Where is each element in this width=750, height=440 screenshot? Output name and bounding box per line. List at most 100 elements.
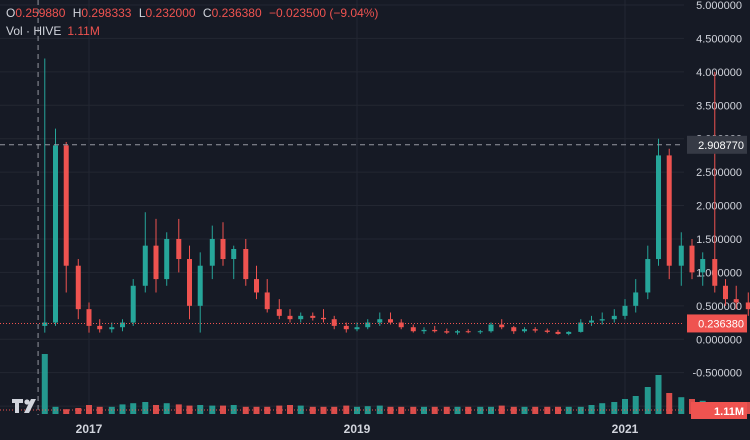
- legend-open-key: O: [6, 6, 16, 20]
- candle-body: [109, 327, 115, 330]
- candle-body: [310, 315, 316, 318]
- candle-body: [388, 319, 393, 323]
- volume-bar: [197, 405, 204, 414]
- last-price-label: 0.236380: [698, 318, 744, 330]
- volume-bar: [52, 406, 59, 414]
- volume-bar: [119, 404, 126, 414]
- candle-body: [700, 259, 706, 273]
- volume-bar: [130, 403, 137, 414]
- candle-body: [522, 329, 527, 332]
- volume-bar: [678, 397, 685, 414]
- candle-body: [254, 279, 259, 293]
- volume-bar: [488, 406, 494, 414]
- candle-body: [209, 238, 215, 266]
- volume-value: 1.11M: [67, 24, 100, 38]
- candle-body: [455, 331, 460, 333]
- legend-close-value: 0.236380: [211, 6, 262, 20]
- volume-bar: [544, 406, 551, 414]
- legend-close-key: C: [202, 6, 212, 20]
- candle-body: [488, 324, 494, 332]
- volume-bar: [398, 406, 405, 414]
- volume-bar: [86, 405, 92, 414]
- volume-bar: [410, 406, 417, 414]
- legend-change: −0.023500 (−9.04%): [269, 6, 379, 20]
- candle-body: [331, 319, 337, 326]
- last-price-badge: [687, 314, 747, 333]
- candle-body: [477, 331, 483, 333]
- volume-bar: [611, 402, 618, 414]
- volume-bar: [632, 396, 639, 414]
- candle-body: [589, 320, 594, 323]
- candle-body: [153, 245, 159, 280]
- candle-body: [465, 331, 471, 333]
- candle-body: [444, 331, 450, 333]
- candle-body: [633, 292, 639, 306]
- candle-body: [197, 265, 203, 306]
- candle-body: [75, 265, 81, 310]
- candle-body: [689, 245, 695, 273]
- legend-high-value: 0.298333: [81, 6, 132, 20]
- candle-body: [656, 155, 661, 260]
- tradingview-logo-icon[interactable]: [12, 397, 46, 415]
- candle-body: [712, 259, 718, 286]
- candle-body: [499, 324, 505, 328]
- candle-body: [622, 305, 628, 316]
- candle-body: [544, 330, 550, 332]
- y-tick-label: 2.000000: [696, 201, 742, 213]
- candle-body: [243, 249, 249, 280]
- y-tick-label: 4.500000: [696, 33, 742, 45]
- volume-bar: [644, 387, 651, 414]
- legend-low-key: L: [138, 6, 146, 20]
- volume-bar: [320, 406, 327, 414]
- candle-body: [231, 249, 237, 260]
- candle-body: [343, 325, 349, 330]
- volume-bar: [163, 403, 170, 414]
- candle-body: [532, 329, 538, 331]
- volume-bar: [142, 402, 149, 414]
- candle-body: [599, 319, 605, 321]
- candle-body: [220, 238, 226, 260]
- volume-bar: [666, 393, 673, 414]
- candle-body: [63, 145, 69, 266]
- volume-bar: [63, 409, 70, 414]
- candle-body: [164, 238, 170, 280]
- y-tick-label: 0.000000: [696, 334, 742, 346]
- y-tick-label: 5.000000: [696, 0, 742, 12]
- candle-body: [432, 329, 438, 332]
- ohlc-legend: O0.259880 H0.298333 L0.232000 C0.236380 …: [6, 5, 382, 21]
- volume-bar: [521, 406, 528, 414]
- x-tick-label: 2019: [344, 422, 371, 436]
- candle-body: [578, 322, 584, 332]
- candle-body: [611, 315, 617, 320]
- volume-label: Vol · HIVE: [6, 24, 62, 38]
- candle-body: [264, 292, 270, 310]
- candle-body: [42, 322, 48, 326]
- candle-body: [354, 327, 360, 330]
- volume-bar: [443, 406, 450, 414]
- y-tick-label: 1.000000: [696, 267, 742, 279]
- y-tick-label: 2.500000: [696, 167, 742, 179]
- y-tick-label: 4.000000: [696, 67, 742, 79]
- volume-badge: [691, 402, 747, 419]
- volume-legend: Vol · HIVE 1.11M: [6, 24, 100, 38]
- candle-body: [666, 155, 672, 266]
- y-tick-label: 0.500000: [696, 301, 742, 313]
- crosshair-price-label: 2.908770: [698, 140, 744, 152]
- y-tick-label: -0.500000: [692, 368, 742, 380]
- volume-bar: [364, 406, 371, 414]
- y-tick-label: 1.500000: [696, 234, 742, 246]
- volume-badge-label: 1.11M: [714, 406, 744, 418]
- legend-high-key: H: [72, 6, 82, 20]
- volume-bar: [331, 406, 338, 414]
- volume-bar: [41, 354, 48, 414]
- volume-bar: [565, 406, 572, 414]
- volume-bar: [745, 402, 750, 414]
- candle-body: [511, 327, 517, 332]
- candle-body: [365, 322, 371, 328]
- volume-bar: [454, 406, 461, 414]
- y-tick-label: 3.500000: [696, 100, 742, 112]
- candle-body: [142, 245, 148, 286]
- candle-body: [176, 238, 182, 260]
